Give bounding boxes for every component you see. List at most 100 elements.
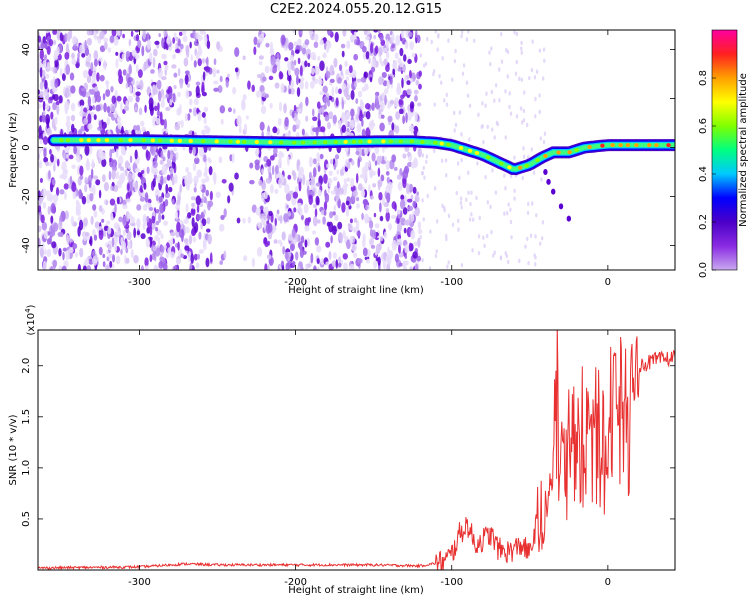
spectrogram-noise-cell [193, 186, 197, 193]
spectrogram-noise-cell [90, 62, 94, 72]
spectrogram-noise-cell [70, 102, 76, 112]
spectrogram-noise-cell [417, 146, 422, 158]
spectrogram-noise-cell [204, 125, 209, 130]
spectrogram-noise-cell [75, 209, 81, 216]
spectrogram-noise-cell [63, 152, 66, 160]
spectrogram-noise-cell [154, 40, 160, 46]
spectrogram-noise-cell [212, 67, 217, 78]
colorbar: 0.0 0.2 0.4 0.6 0.8 Normalized spectral ampl… [698, 29, 749, 278]
spectrogram-noise-cell [156, 229, 162, 236]
spectrogram-noise-cell [154, 235, 159, 241]
spectrogram-noise-cell [379, 155, 383, 163]
spectrogram-noise-cell [83, 117, 89, 125]
spectrogram-noise-cell [59, 232, 64, 238]
spectrogram-noise-cell [159, 111, 163, 122]
spectrogram-noise-cell [308, 171, 312, 180]
spectrogram-noise-cell [379, 202, 382, 213]
spectrogram-noise-cell [515, 114, 519, 119]
spectrogram-noise-cell [52, 40, 57, 45]
spectrogram-noise-cell [325, 241, 331, 248]
spectrogram-noise-cell [513, 196, 516, 201]
spectrogram-noise-cell [515, 59, 519, 65]
spectrogram-noise-cell [70, 215, 75, 226]
spectrogram-noise-cell [326, 122, 331, 130]
spectrogram-noise-cell [334, 154, 340, 160]
colorbar-gradient [711, 29, 738, 271]
spectrogram-noise-cell [323, 209, 327, 216]
spectrogram-noise-cell [116, 95, 122, 102]
spectrogram-noise-cell [378, 46, 383, 56]
spectrogram-noise-cell [421, 153, 425, 158]
spectrogram-noise-cell [52, 30, 58, 35]
spectrogram-noise-cell [503, 173, 506, 178]
spectrogram-noise-cell [418, 70, 422, 77]
spectrogram-noise-cell [419, 234, 422, 240]
spectrogram-noise-cell [118, 216, 123, 223]
spectrogram-noise-cell [38, 35, 42, 43]
spectrogram-noise-cell [352, 190, 358, 197]
spectrogram-noise-cell [77, 52, 80, 59]
spectrogram-ridge-peak [600, 143, 605, 148]
spectrogram-noise-cell [308, 156, 313, 168]
spectrogram-ridge-peak [312, 140, 317, 145]
spectrogram-noise-cell [470, 190, 473, 195]
spectrogram-noise-cell [404, 74, 407, 83]
snr-y-ticks: 0.5 1.0 1.5 2.0 [21, 358, 675, 527]
spectrogram-noise-cell [418, 83, 422, 90]
spectrogram-noise-cell [156, 79, 162, 90]
spectrogram-noise-cell [373, 212, 377, 218]
spectrogram-noise-cell [495, 120, 499, 126]
spectrogram-noise-cell [183, 238, 189, 244]
spectrogram-noise-cell [423, 175, 426, 180]
spectrogram-noise-cell [417, 228, 423, 235]
spectrogram-noise-cell [216, 41, 221, 50]
spectrogram-noise-cell [50, 203, 56, 214]
spectrogram-noise-cell [390, 214, 397, 220]
spectrogram-ridge-peak [150, 138, 156, 143]
spectrogram-noise-cell [291, 260, 296, 267]
spectrogram-noise-cell [189, 108, 192, 113]
spectrogram-noise-cell [452, 110, 456, 116]
spectrogram-noise-cell [299, 80, 304, 90]
spectrogram-noise-cell [468, 137, 471, 142]
spectrogram-noise-cell [260, 105, 267, 115]
spectrogram-noise-cell [391, 201, 397, 210]
spectrogram-noise-cell [220, 214, 225, 221]
spectrogram-noise-cell [330, 235, 333, 244]
spectrogram-noise-cell [281, 231, 286, 241]
spectrogram-ridge-peak [128, 138, 133, 143]
spectrogram-noise-cell [493, 135, 496, 140]
spectrogram-noise-cell [73, 145, 78, 155]
spectrogram-noise-cell [385, 211, 390, 222]
spectrogram-noise-cell [87, 123, 93, 130]
spectrogram-noise-cell [397, 238, 402, 243]
spectrogram-noise-cell [296, 159, 301, 167]
spectrogram-noise-cell [299, 247, 304, 259]
spectrogram-noise-cell [117, 121, 122, 130]
spectrogram-noise-cell [365, 127, 371, 139]
spectrogram-noise-cell [141, 45, 145, 57]
spectrogram-noise-cell [266, 158, 272, 167]
spectrogram-noise-cell [173, 264, 179, 270]
spectrogram-noise-cell [417, 221, 422, 230]
spectrogram-noise-cell [284, 251, 289, 260]
spectrogram-noise-cell [115, 230, 121, 236]
spectrogram-noise-cell [329, 211, 334, 219]
spectrogram-noise-cell [45, 30, 50, 34]
spectrogram-noise-cell [461, 71, 465, 76]
spectrogram-noise-cell [134, 149, 138, 160]
spectrogram-noise-cell [359, 173, 366, 179]
spectrogram-noise-cell [459, 196, 463, 201]
spectrogram-noise-cell [451, 77, 454, 82]
spectrogram-noise-cell [111, 237, 115, 248]
spectrogram-noise-cell [129, 84, 133, 94]
spectrogram-noise-cell [415, 263, 419, 270]
spectrogram-noise-cell [265, 42, 270, 48]
spectrogram-noise-cell [515, 31, 519, 37]
spectrogram-noise-cell [331, 86, 335, 97]
spectrogram-noise-cell [259, 213, 266, 219]
spectrogram-noise-cell [292, 124, 297, 133]
spectrogram-noise-cell [92, 250, 96, 258]
spectrogram-noise-cell [118, 68, 122, 79]
spectrogram-noise-cell [38, 152, 41, 161]
